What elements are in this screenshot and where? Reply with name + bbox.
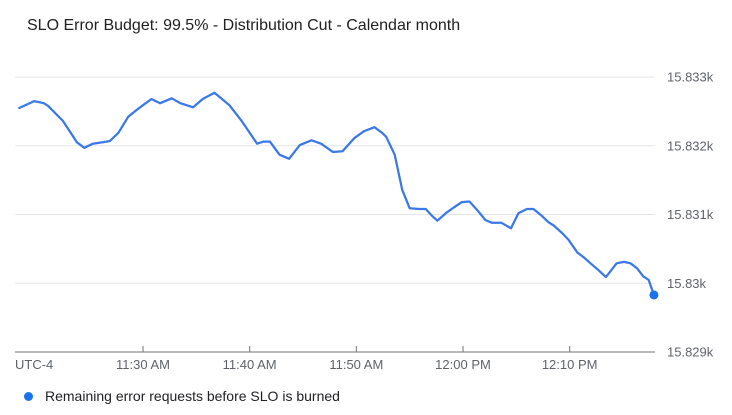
series-line[interactable] <box>18 91 656 297</box>
y-axis-tick-label: 15.829k <box>667 345 714 360</box>
legend-dot-icon <box>24 391 33 401</box>
y-axis-tick-label: 15.83k <box>667 276 707 291</box>
legend-item[interactable]: Remaining error requests before SLO is b… <box>24 388 340 404</box>
x-axis-tick-label: 12:00 PM <box>435 357 491 372</box>
y-axis-tick-label: 15.833k <box>667 70 714 85</box>
legend: Remaining error requests before SLO is b… <box>24 387 340 405</box>
x-axis-tick-label: 12:10 PM <box>542 357 598 372</box>
x-axis-tick-label: 11:30 AM <box>116 357 170 372</box>
timezone-label: UTC-4 <box>15 357 53 372</box>
slo-error-budget-chart[interactable]: 15.833k 15.832k 15.831k 15.83k 15.829k 11:30 … <box>0 0 732 380</box>
legend-label: Remaining error requests before SLO is b… <box>45 388 340 404</box>
x-axis-tick-label: 11:40 AM <box>223 357 277 372</box>
series-end-dot[interactable] <box>649 290 659 300</box>
x-axis-tick-label: 11:50 AM <box>329 357 383 372</box>
y-axis-tick-label: 15.831k <box>667 207 714 222</box>
chart-title: SLO Error Budget: 99.5% - Distribution C… <box>27 17 461 34</box>
y-axis-tick-label: 15.832k <box>667 138 714 153</box>
